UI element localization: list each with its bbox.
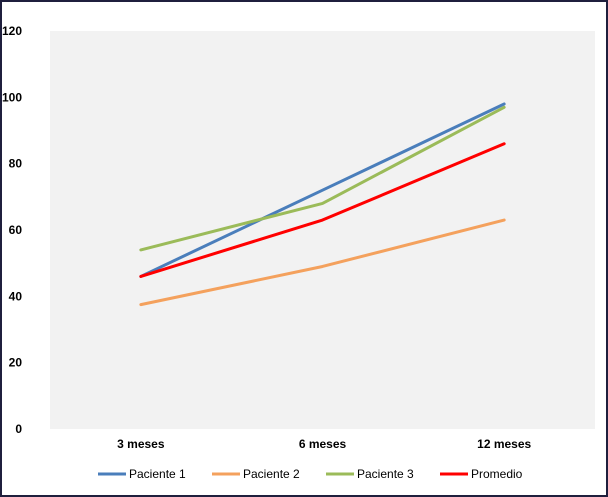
y-tick-label: 120 [2,24,22,38]
x-tick-label: 3 meses [117,437,165,451]
y-axis-ticks: 0 20 40 60 80 100 120 [2,24,22,436]
legend-label: Paciente 1 [129,467,186,481]
x-tick-label: 6 meses [299,437,347,451]
y-tick-label: 40 [9,289,23,303]
y-tick-label: 80 [9,157,23,171]
y-tick-label: 0 [15,422,22,436]
x-tick-label: 12 meses [477,437,531,451]
y-tick-label: 20 [9,356,23,370]
series-line-3 [139,105,506,252]
x-axis-ticks: 3 meses 6 meses 12 meses [117,437,531,451]
legend-label: Promedio [471,467,523,481]
legend-label: Paciente 3 [357,467,414,481]
series-line-2 [139,218,506,307]
series-line-1 [139,102,506,278]
plot-area [50,31,595,429]
legend: Paciente 1 Paciente 2 Paciente 3 Promedio [98,467,523,481]
y-tick-label: 60 [9,223,23,237]
series-line-4 [139,142,506,278]
y-tick-label: 100 [2,90,22,104]
series-lines [139,102,506,307]
legend-label: Paciente 2 [243,467,300,481]
